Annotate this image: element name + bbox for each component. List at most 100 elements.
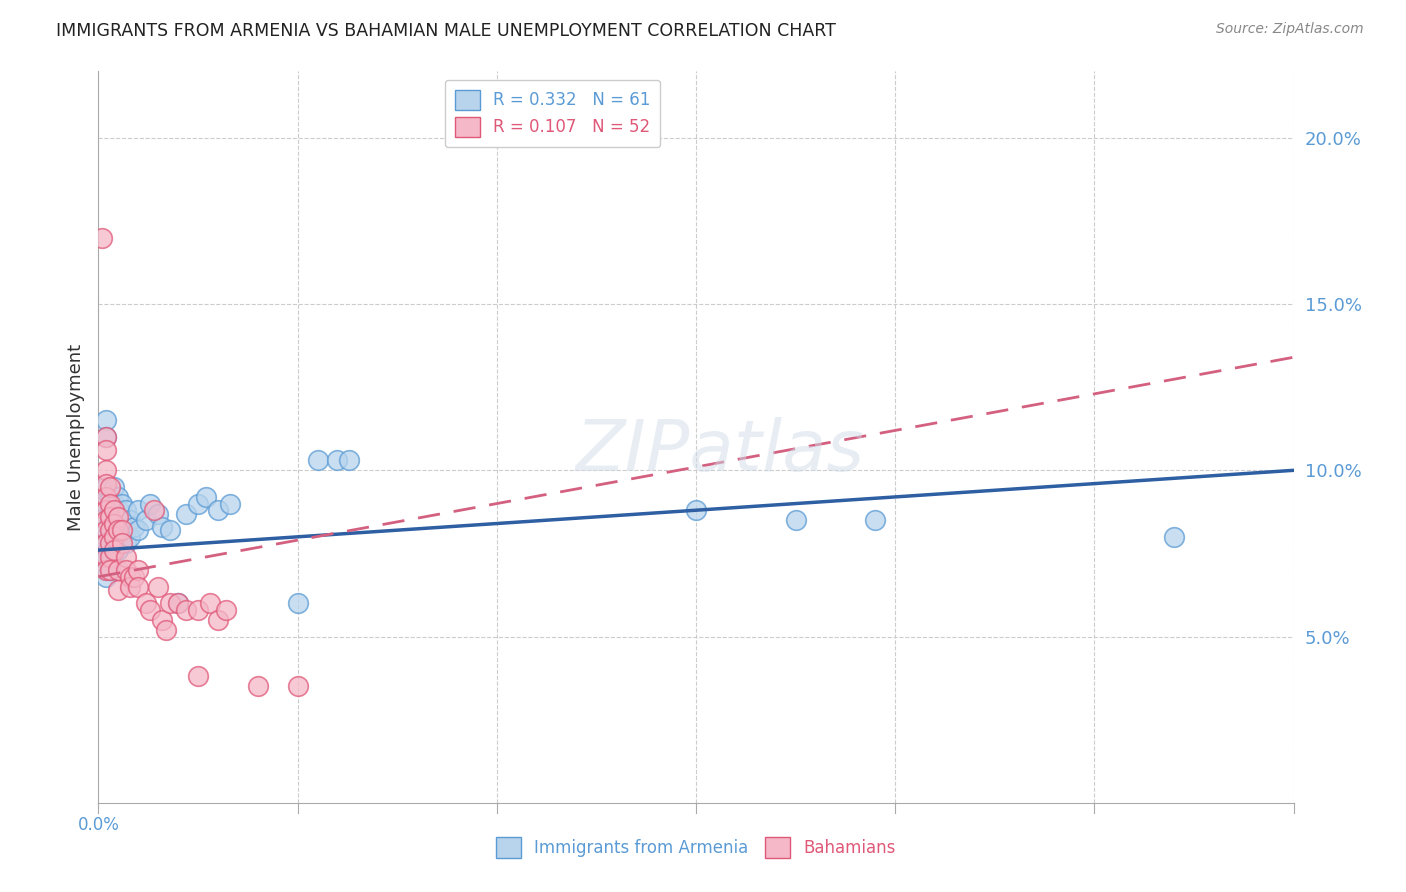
Point xyxy=(246,680,269,694)
Point xyxy=(96,563,118,577)
Point xyxy=(219,497,242,511)
Point xyxy=(96,413,118,427)
Point xyxy=(326,453,349,467)
Point xyxy=(103,530,125,544)
Point xyxy=(98,549,122,564)
Point xyxy=(127,503,149,517)
Point xyxy=(98,523,122,537)
Point xyxy=(98,503,122,517)
Point xyxy=(111,513,134,527)
Point xyxy=(207,613,229,627)
Point xyxy=(307,453,329,467)
Point xyxy=(135,513,157,527)
Point xyxy=(174,507,197,521)
Point xyxy=(139,497,162,511)
Point xyxy=(96,536,118,550)
Point xyxy=(159,523,181,537)
Point xyxy=(785,513,807,527)
Point xyxy=(115,523,138,537)
Point xyxy=(124,520,146,534)
Point xyxy=(107,509,129,524)
Point xyxy=(148,507,170,521)
Point xyxy=(103,497,125,511)
Point xyxy=(167,596,190,610)
Point xyxy=(194,490,218,504)
Point xyxy=(111,497,134,511)
Point xyxy=(103,503,125,517)
Point xyxy=(107,543,129,558)
Point xyxy=(96,430,118,444)
Point xyxy=(103,536,125,550)
Point xyxy=(115,536,138,550)
Point xyxy=(96,523,118,537)
Point xyxy=(96,443,118,458)
Point xyxy=(96,563,118,577)
Point xyxy=(96,513,118,527)
Point xyxy=(148,580,170,594)
Point xyxy=(91,230,114,244)
Point xyxy=(111,536,134,550)
Point xyxy=(96,430,118,444)
Point xyxy=(1163,530,1185,544)
Point xyxy=(98,513,122,527)
Point xyxy=(103,543,125,558)
Point xyxy=(107,563,129,577)
Point xyxy=(98,563,122,577)
Point xyxy=(287,596,309,610)
Point xyxy=(120,513,142,527)
Point xyxy=(98,490,122,504)
Point xyxy=(207,503,229,517)
Text: 0.0%: 0.0% xyxy=(77,816,120,834)
Point xyxy=(187,497,209,511)
Point xyxy=(103,523,125,537)
Point xyxy=(139,603,162,617)
Point xyxy=(96,463,118,477)
Point xyxy=(120,530,142,544)
Point xyxy=(111,530,134,544)
Point xyxy=(96,513,118,527)
Point xyxy=(159,596,181,610)
Point xyxy=(143,503,166,517)
Point xyxy=(150,613,173,627)
Point xyxy=(98,523,122,537)
Point xyxy=(167,596,190,610)
Point xyxy=(103,546,125,560)
Point xyxy=(127,580,149,594)
Point xyxy=(107,503,129,517)
Point xyxy=(107,490,129,504)
Point xyxy=(127,563,149,577)
Point xyxy=(115,563,138,577)
Point xyxy=(103,513,125,527)
Point xyxy=(96,523,118,537)
Point xyxy=(96,549,118,564)
Text: IMMIGRANTS FROM ARMENIA VS BAHAMIAN MALE UNEMPLOYMENT CORRELATION CHART: IMMIGRANTS FROM ARMENIA VS BAHAMIAN MALE… xyxy=(56,22,837,40)
Point xyxy=(155,623,177,637)
Point xyxy=(96,553,118,567)
Point xyxy=(96,503,118,517)
Point xyxy=(98,536,122,550)
Point xyxy=(96,490,118,504)
Point xyxy=(685,503,707,517)
Point xyxy=(96,476,118,491)
Point xyxy=(198,596,221,610)
Point xyxy=(174,603,197,617)
Point xyxy=(339,453,360,467)
Point xyxy=(107,513,129,527)
Text: Source: ZipAtlas.com: Source: ZipAtlas.com xyxy=(1216,22,1364,37)
Point xyxy=(127,523,149,537)
Point xyxy=(98,509,122,524)
Point xyxy=(103,480,125,494)
Legend: Immigrants from Armenia, Bahamians: Immigrants from Armenia, Bahamians xyxy=(486,827,905,868)
Point xyxy=(115,549,138,564)
Point xyxy=(98,536,122,550)
Point xyxy=(120,570,142,584)
Point xyxy=(96,546,118,560)
Point xyxy=(98,563,122,577)
Point xyxy=(96,497,118,511)
Point xyxy=(107,582,129,597)
Point xyxy=(135,596,157,610)
Point xyxy=(96,480,118,494)
Point xyxy=(98,546,122,560)
Point xyxy=(103,516,125,531)
Point xyxy=(150,520,173,534)
